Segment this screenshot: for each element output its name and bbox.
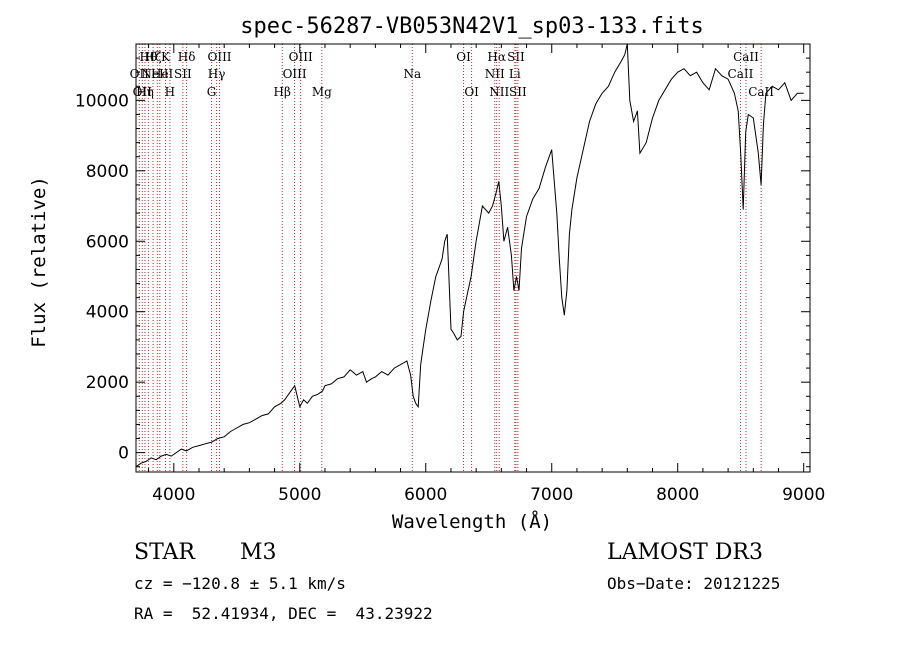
line-label-6: He [151,67,169,81]
x-tick-label-1: 5000 [278,485,321,505]
line-label-2: Hη [136,85,154,99]
survey-name: LAMOST DR3 [607,540,763,565]
line-label-21: NII [485,67,505,81]
redshift-velocity: cz = −120.8 ± 5.1 km/s [134,574,346,593]
x-tick-label-2: 6000 [404,485,447,505]
line-label-7: K [161,50,171,64]
line-label-24: Li [509,67,521,81]
line-label-22: Hα [487,50,506,64]
line-label-14: Hβ [274,85,291,99]
line-label-9: SII [174,67,192,81]
y-tick-label-3: 6000 [86,232,129,252]
line-label-23: NII [489,85,509,99]
x-tick-label-3: 7000 [530,485,573,505]
line-label-13: OIII [207,50,231,64]
chart-title: spec-56287-VB053N42V1_sp03-133.fits [240,14,704,39]
axis-ticks: 4000 5000 6000 7000 8000 9000 0 2000 4000 6000 800… [75,44,825,505]
line-label-16: OIII [289,50,313,64]
line-label-29: CaII [748,85,774,99]
line-label-1: OII [133,85,153,99]
object-class: STAR [134,540,195,565]
line-label-25: SII [507,50,525,64]
line-label-19: OI [456,50,471,64]
observation-date: Obs−Date: 20121225 [607,574,781,593]
line-label-20: OI [464,85,479,99]
line-label-11: G [207,85,217,99]
line-label-28: CaII [733,50,759,64]
line-label-15: OIII [283,67,307,81]
y-tick-label-5: 10000 [75,91,129,111]
x-tick-label-0: 4000 [152,485,195,505]
y-tick-label-1: 2000 [86,373,129,393]
y-tick-label-4: 8000 [86,162,129,182]
line-label-8: H [165,85,175,99]
line-label-10: Hδ [178,50,196,64]
line-label-12: Hγ [208,67,226,81]
x-axis-label: Wavelength (Å) [392,510,552,533]
x-tick-label-4: 8000 [656,485,699,505]
line-label-18: Na [403,67,421,81]
y-tick-label-2: 4000 [86,303,129,323]
plot-frame [135,43,811,473]
y-tick-label-0: 0 [118,444,129,464]
spectral-subclass: M3 [240,540,277,565]
sky-coordinates: RA = 52.41934, DEC = 43.23922 [134,604,433,623]
line-label-17: Mg [312,85,332,99]
line-markers: OIIOIIHηHθHζNeIIIHeKHSIIHδGHγOIIIHβOIIIO… [130,44,774,472]
line-label-27: CaII [728,67,754,81]
x-tick-label-5: 9000 [782,485,825,505]
line-label-0: OII [130,67,150,81]
flux-series-line [135,43,804,468]
y-axis-label: Flux (relative) [28,176,50,348]
line-label-26: SII [509,85,527,99]
